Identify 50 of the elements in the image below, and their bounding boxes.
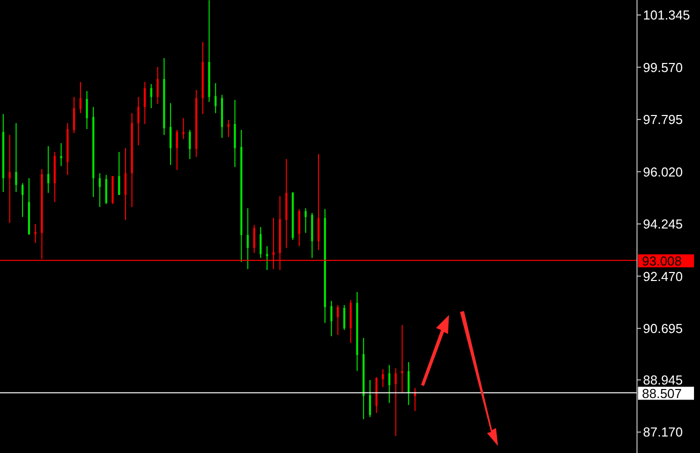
y-tick-label: 97.795 (643, 112, 683, 128)
candlestick (144, 81, 146, 125)
candlestick (15, 122, 18, 192)
candlestick (260, 226, 262, 258)
candlestick (388, 364, 390, 404)
candlestick (188, 129, 191, 160)
candlestick (156, 66, 159, 105)
candlestick (98, 172, 101, 208)
y-tick-label: 90.695 (643, 321, 683, 336)
candlestick (408, 362, 410, 406)
candlestick (47, 146, 50, 194)
candlestick (22, 182, 24, 218)
candlestick (343, 304, 346, 331)
candlestick (336, 304, 339, 336)
y-tick-label: 92.470 (643, 268, 683, 284)
candlestick (137, 96, 140, 146)
y-tick-label: 94.245 (643, 216, 683, 232)
candlestick (118, 151, 120, 196)
candlestick (34, 224, 36, 244)
candlestick (182, 118, 184, 140)
y-tick-label: 96.020 (643, 164, 683, 180)
candlestick (176, 129, 178, 170)
candlestick (369, 380, 372, 418)
candlestick (304, 208, 307, 234)
candlestick (105, 174, 108, 205)
candlestick (124, 148, 127, 220)
candlestick (330, 300, 332, 337)
y-tick-label: 88.945 (643, 372, 683, 388)
ref-line-label: 88.507 (642, 386, 682, 401)
y-tick-label: 101.345 (643, 8, 690, 23)
candlestick (318, 154, 320, 250)
candlestick (298, 208, 300, 247)
candlestick (86, 90, 88, 130)
candlestick (79, 81, 82, 114)
candlestick (266, 246, 268, 270)
y-tick-label: 99.570 (643, 60, 683, 75)
candlestick (382, 368, 384, 388)
candlestick (150, 84, 152, 109)
y-tick-label: 87.170 (643, 424, 683, 440)
candlestick (170, 102, 172, 166)
candlestick (394, 368, 397, 436)
candlestick (227, 119, 230, 138)
candlestick (214, 82, 217, 114)
candlestick (60, 142, 62, 167)
ref-line-label: 93.008 (642, 253, 682, 268)
candlestick (401, 324, 404, 394)
candlestick (253, 224, 256, 254)
candlestick (246, 208, 249, 270)
candlestick (73, 96, 76, 134)
candlestick (8, 134, 11, 224)
